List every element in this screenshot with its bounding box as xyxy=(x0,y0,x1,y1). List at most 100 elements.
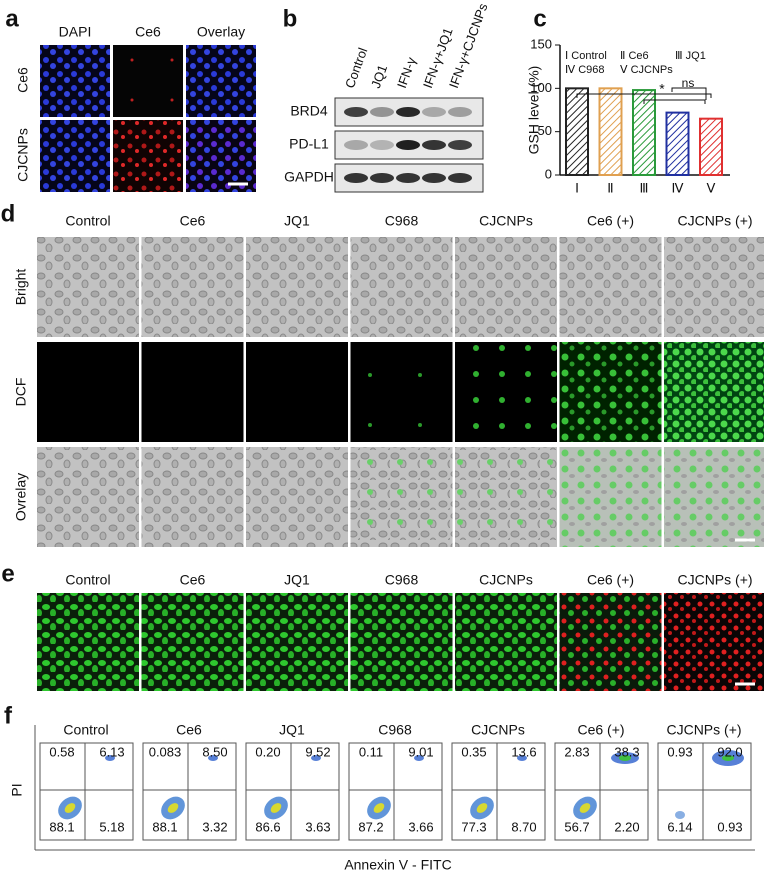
plot-frame xyxy=(39,742,134,841)
column-label: Ce6 xyxy=(180,213,206,229)
plot-frame xyxy=(348,742,443,841)
column-label: Ce6 xyxy=(176,722,202,738)
micrograph xyxy=(186,45,256,117)
band xyxy=(448,140,472,150)
event-core xyxy=(167,803,179,813)
micrograph xyxy=(455,237,557,337)
band xyxy=(422,107,446,117)
annotation: ns xyxy=(682,76,695,90)
band xyxy=(396,140,420,150)
micrograph xyxy=(37,447,139,547)
bar xyxy=(665,111,690,176)
micrograph xyxy=(246,447,348,547)
lane-label: IFN-γ+CJCNPs xyxy=(446,1,491,90)
y-axis-label: GSH level (%) xyxy=(526,66,542,155)
micrograph xyxy=(455,342,557,442)
column-label: Control xyxy=(65,572,110,588)
row-label: Bright xyxy=(13,269,29,306)
quadrant-value: 9.52 xyxy=(305,744,330,759)
row-label: CJCNPs xyxy=(15,128,31,182)
micrograph xyxy=(559,237,662,337)
column-label: Ce6 xyxy=(180,572,206,588)
column-label: CJCNPs (+) xyxy=(666,722,741,738)
quadrant-value: 87.2 xyxy=(358,819,383,834)
quadrant-value: 9.01 xyxy=(408,744,433,759)
column-label: CJCNPs xyxy=(479,572,533,588)
column-label: CJCNPs xyxy=(471,722,525,738)
column-label: DAPI xyxy=(59,24,92,40)
event-core xyxy=(64,803,76,813)
column-label: Control xyxy=(65,213,110,229)
legend-label: Ⅲ JQ1 xyxy=(675,50,706,62)
quadrant-value: 0.35 xyxy=(461,744,486,759)
column-label: JQ1 xyxy=(279,722,305,738)
column-label: Ce6 (+) xyxy=(587,213,634,229)
column-label: JQ1 xyxy=(284,572,310,588)
row-label: DCF xyxy=(13,378,29,407)
quadrant-value: 3.63 xyxy=(305,819,330,834)
quadrant-value: 6.14 xyxy=(667,819,692,834)
plot-frame xyxy=(451,742,546,841)
column-label: CJCNPs (+) xyxy=(677,213,752,229)
micrograph xyxy=(350,237,453,337)
bracket xyxy=(643,99,706,104)
panel-label: f xyxy=(4,702,13,729)
band xyxy=(422,140,446,150)
column-label: C968 xyxy=(385,213,419,229)
column-label: Control xyxy=(63,722,108,738)
bar xyxy=(699,117,723,176)
quadrant-value: 13.6 xyxy=(511,744,536,759)
band xyxy=(370,107,394,117)
event-core xyxy=(579,803,591,813)
micrograph xyxy=(141,237,244,337)
x-tick-label: Ⅰ xyxy=(575,180,579,195)
quadrant-value: 38.3 xyxy=(614,744,639,759)
bracket xyxy=(671,87,707,100)
x-tick-label: Ⅴ xyxy=(707,180,716,195)
micrograph xyxy=(246,237,348,337)
micrograph xyxy=(664,447,764,547)
panel-label: e xyxy=(1,560,14,587)
column-label: C968 xyxy=(378,722,412,738)
x-tick-label: Ⅱ xyxy=(607,180,613,195)
quadrant-value: 5.18 xyxy=(99,819,124,834)
column-label: C968 xyxy=(385,572,419,588)
panel-label: c xyxy=(533,5,546,32)
micrograph xyxy=(141,342,244,442)
x-tick-label: Ⅳ xyxy=(672,180,684,195)
quadrant-value: 86.6 xyxy=(255,819,280,834)
event-core xyxy=(270,803,282,813)
column-label: Ce6 xyxy=(135,24,161,40)
quadrant-value: 2.83 xyxy=(564,744,589,759)
x-tick-label: Ⅲ xyxy=(640,180,649,195)
row-label: Ce6 xyxy=(15,67,31,93)
band xyxy=(396,107,420,117)
column-label: JQ1 xyxy=(284,213,310,229)
quadrant-value: 2.20 xyxy=(614,819,639,834)
band xyxy=(344,140,368,150)
micrograph xyxy=(664,342,764,442)
event-core xyxy=(619,755,631,761)
band xyxy=(344,107,368,117)
micrograph xyxy=(455,593,557,691)
lane-label: Control xyxy=(342,46,370,91)
quadrant-value: 0.20 xyxy=(255,744,280,759)
micrograph xyxy=(40,120,110,192)
event-core xyxy=(722,755,734,761)
x-axis-label: Annexin V - FITC xyxy=(344,857,451,873)
quadrant-value: 88.1 xyxy=(152,819,177,834)
band-label: GAPDH xyxy=(284,169,334,185)
band xyxy=(344,173,368,183)
column-label: Ce6 (+) xyxy=(577,722,624,738)
quadrant-value: 6.13 xyxy=(99,744,124,759)
y-tick-label: 150 xyxy=(530,36,552,51)
panel-label: b xyxy=(283,5,298,32)
quadrant-value: 0.083 xyxy=(149,744,182,759)
micrograph xyxy=(141,593,244,691)
event-cloud xyxy=(311,755,321,761)
quadrant-value: 8.50 xyxy=(202,744,227,759)
plot-frame xyxy=(142,742,237,841)
micrograph xyxy=(113,120,183,192)
event-cloud xyxy=(517,755,527,761)
